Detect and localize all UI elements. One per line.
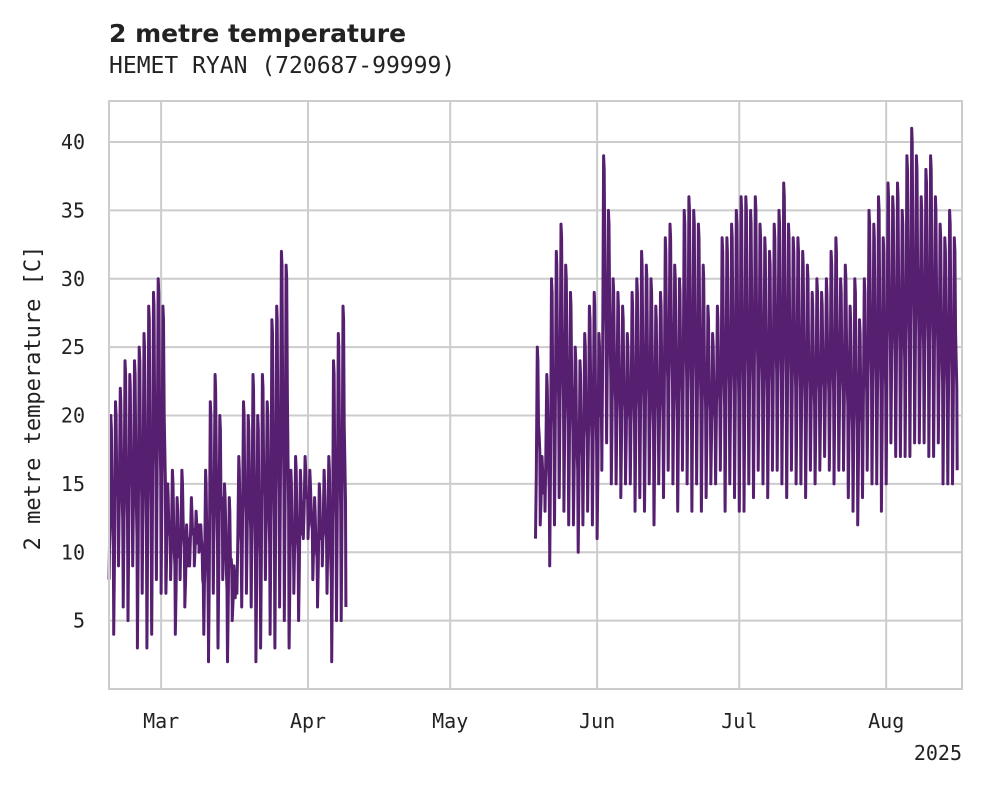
y-tick-label: 35 (61, 198, 85, 222)
series-segment (107, 249, 348, 664)
y-tick-label: 15 (61, 472, 85, 496)
y-tick-label: 20 (61, 404, 85, 428)
y-axis-ticks: 5 10 15 20 25 30 35 40 (61, 130, 85, 633)
y-axis-label: 2 metre temperature [C] (21, 246, 46, 551)
series-line (107, 126, 959, 664)
chart-subtitle: HEMET RYAN (720687-99999) (109, 53, 455, 79)
x-tick-label: Jul (721, 709, 757, 733)
y-tick-label: 40 (61, 130, 85, 154)
series-segment (534, 126, 959, 568)
x-tick-label: Jun (579, 709, 615, 733)
plot-frame (108, 100, 963, 690)
y-tick-label: 25 (61, 335, 85, 359)
x-axis-year-label: 2025 (914, 741, 962, 765)
y-tick-label: 10 (61, 540, 85, 564)
y-tick-label: 30 (61, 267, 85, 291)
x-tick-label: May (432, 709, 468, 733)
x-tick-label: Aug (868, 709, 904, 733)
x-tick-label: Mar (143, 709, 179, 733)
x-tick-label: Apr (290, 709, 326, 733)
y-tick-label: 5 (73, 609, 85, 633)
x-axis-ticks: Mar Apr May Jun Jul Aug (143, 709, 904, 733)
chart-title: 2 metre temperature (109, 19, 406, 48)
